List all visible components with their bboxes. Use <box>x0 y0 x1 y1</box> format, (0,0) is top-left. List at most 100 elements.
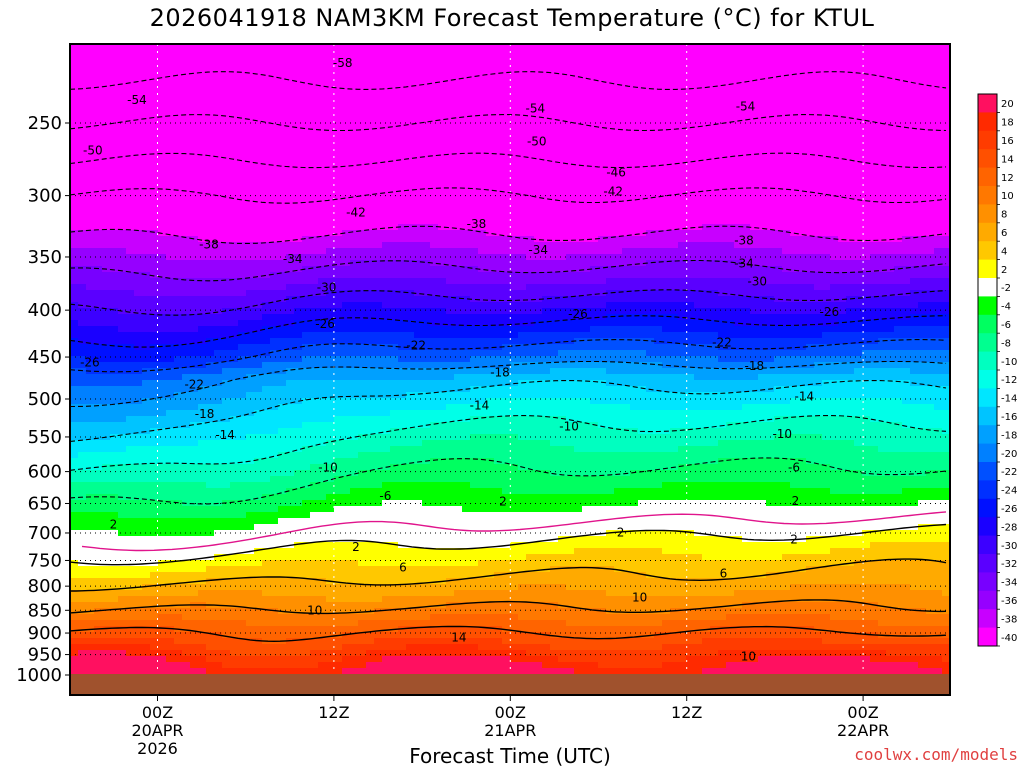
heat-cell <box>214 134 223 141</box>
heat-cell <box>334 440 343 447</box>
heat-cell <box>246 260 255 267</box>
credit-link[interactable]: coolwx.com/models <box>854 745 1018 764</box>
heat-cell <box>382 200 391 207</box>
heat-cell <box>406 452 415 459</box>
heat-cell <box>182 254 191 261</box>
heat-cell <box>382 506 391 513</box>
heat-cell <box>118 314 127 321</box>
heat-cell <box>262 404 271 411</box>
heat-cell <box>190 308 199 315</box>
heat-cell <box>182 296 191 303</box>
heat-cell <box>390 434 399 441</box>
heat-cell <box>206 128 215 135</box>
heat-cell <box>134 284 143 291</box>
heat-cell <box>142 116 151 123</box>
heat-cell <box>78 488 87 495</box>
heat-cell <box>158 368 167 375</box>
heat-cell <box>150 224 159 231</box>
heat-cell <box>398 548 407 555</box>
heat-cell <box>334 176 343 183</box>
heat-cell <box>70 188 79 195</box>
heat-cell <box>94 332 103 339</box>
heat-cell <box>342 266 351 273</box>
heat-cell <box>270 200 279 207</box>
heat-cell <box>254 386 263 393</box>
heat-cell <box>222 212 231 219</box>
heat-cell <box>302 626 311 633</box>
heat-cell <box>350 344 359 351</box>
heat-cell <box>190 146 199 153</box>
heat-cell <box>430 494 439 501</box>
heat-cell <box>214 122 223 129</box>
heat-cell <box>166 152 175 159</box>
heat-cell <box>254 278 263 285</box>
heat-cell <box>150 200 159 207</box>
heat-cell <box>302 80 311 87</box>
heat-cell <box>190 392 199 399</box>
heat-cell <box>302 98 311 105</box>
heat-cell <box>422 128 431 135</box>
heat-cell <box>150 320 159 327</box>
heat-cell <box>174 518 183 525</box>
heat-cell <box>358 560 367 567</box>
heat-cell <box>198 500 207 507</box>
heat-cell <box>214 542 223 549</box>
heat-cell <box>286 410 295 417</box>
heat-cell <box>326 332 335 339</box>
heat-cell <box>102 158 111 165</box>
heat-cell <box>230 410 239 417</box>
heat-cell <box>358 308 367 315</box>
heat-cell <box>350 62 359 69</box>
heat-cell <box>78 482 87 489</box>
heat-cell <box>126 506 135 513</box>
heat-cell <box>414 620 423 627</box>
heat-cell <box>190 194 199 201</box>
heat-cell <box>142 320 151 327</box>
heat-cell <box>366 524 375 531</box>
heat-cell <box>182 608 191 615</box>
heat-cell <box>318 506 327 513</box>
heat-cell <box>110 662 119 669</box>
heat-cell <box>182 200 191 207</box>
heat-cell <box>310 68 319 75</box>
heat-cell <box>118 50 127 57</box>
heat-cell <box>430 320 439 327</box>
heat-cell <box>334 506 343 513</box>
heat-cell <box>406 668 415 675</box>
heat-cell <box>134 74 143 81</box>
heat-cell <box>246 104 255 111</box>
heat-cell <box>94 386 103 393</box>
heat-cell <box>262 128 271 135</box>
heat-cell <box>190 572 199 579</box>
heat-cell <box>86 296 95 303</box>
heat-cell <box>158 62 167 69</box>
heat-cell <box>118 644 127 651</box>
heat-cell <box>334 62 343 69</box>
heat-cell <box>86 602 95 609</box>
heat-cell <box>302 242 311 249</box>
heat-cell <box>382 458 391 465</box>
heat-cell <box>150 314 159 321</box>
heat-cell <box>286 614 295 621</box>
heat-cell <box>118 506 127 513</box>
heat-cell <box>302 122 311 129</box>
heat-cell <box>326 344 335 351</box>
heat-cell <box>70 440 79 447</box>
heat-cell <box>270 296 279 303</box>
heat-cell <box>102 668 111 675</box>
heat-cell <box>382 188 391 195</box>
heat-cell <box>206 428 215 435</box>
heat-cell <box>142 206 151 213</box>
heat-cell <box>398 512 407 519</box>
heat-cell <box>190 422 199 429</box>
heat-cell <box>142 284 151 291</box>
heat-cell <box>182 290 191 297</box>
heat-cell <box>238 404 247 411</box>
heat-cell <box>166 68 175 75</box>
heat-cell <box>246 176 255 183</box>
heat-cell <box>86 482 95 489</box>
heat-cell <box>182 272 191 279</box>
heat-cell <box>310 518 319 525</box>
heat-cell <box>182 260 191 267</box>
heat-cell <box>318 662 327 669</box>
